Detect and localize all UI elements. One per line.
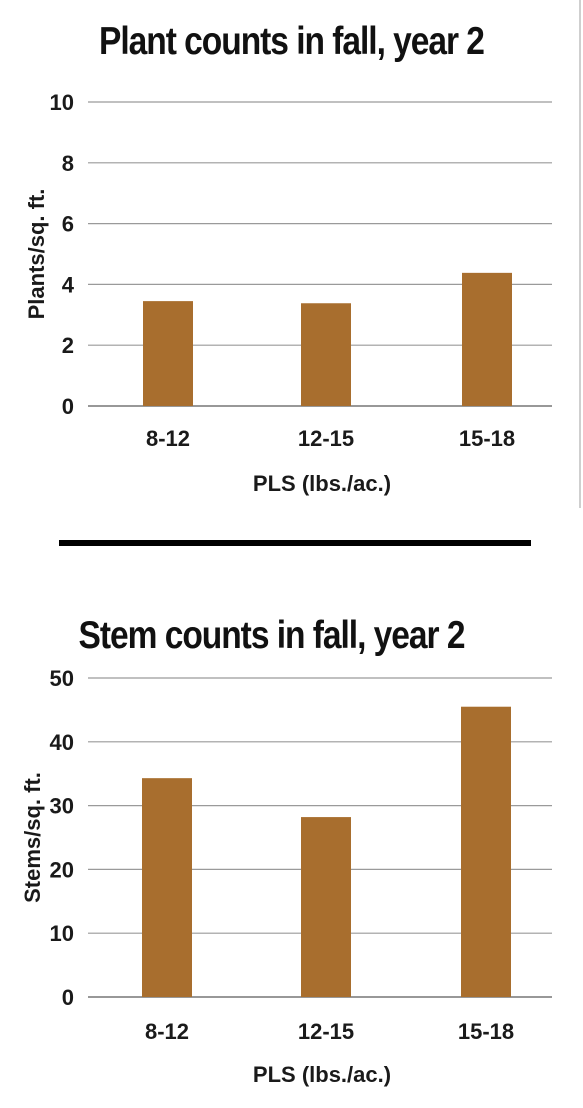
bar-8-12 — [143, 301, 193, 406]
x-tick-label: 15-18 — [458, 1019, 514, 1044]
y-tick-label: 0 — [62, 985, 74, 1010]
plant-counts-chart: Plant counts in fall, year 2 0 2 4 6 8 10 8-12… — [0, 0, 583, 520]
y-axis-label: Stems/sq. ft. — [20, 772, 45, 903]
y-tick-label: 20 — [50, 857, 74, 882]
y-tick-label: 2 — [62, 333, 74, 358]
x-axis-label: PLS (lbs./ac.) — [253, 1062, 391, 1087]
bar-15-18 — [462, 272, 512, 406]
stem-counts-chart: Stem counts in fall, year 2 0 10 20 30 40 50 8… — [0, 600, 583, 1108]
y-tick-label: 4 — [62, 272, 75, 297]
bar-12-15 — [301, 303, 351, 406]
y-axis-label: Plants/sq. ft. — [24, 189, 49, 320]
chart-title: Plant counts in fall, year 2 — [99, 20, 485, 63]
bar-12-15 — [301, 817, 351, 997]
stem-counts-plot: 0 10 20 30 40 50 8-12 12-15 15-18 PLS (lbs./ac.) S… — [20, 666, 552, 1087]
y-tick-label: 30 — [50, 794, 74, 819]
y-tick-label: 10 — [50, 921, 74, 946]
x-tick-label: 12-15 — [298, 426, 354, 451]
x-axis-label: PLS (lbs./ac.) — [253, 471, 391, 496]
x-tick-label: 15-18 — [459, 426, 515, 451]
chart-divider — [59, 540, 531, 546]
y-tick-label: 6 — [62, 212, 74, 237]
x-tick-label: 12-15 — [298, 1019, 354, 1044]
bar-8-12 — [142, 778, 192, 997]
plant-counts-plot: 0 2 4 6 8 10 8-12 12-15 15-18 PLS (lbs./ac.) Plant… — [24, 90, 552, 496]
y-tick-label: 40 — [50, 730, 74, 755]
y-tick-label: 50 — [50, 666, 74, 691]
y-tick-label: 0 — [62, 394, 74, 419]
bar-15-18 — [461, 706, 511, 997]
y-tick-label: 10 — [50, 90, 74, 115]
right-edge-rule — [579, 0, 581, 508]
chart-title: Stem counts in fall, year 2 — [78, 614, 466, 657]
y-tick-label: 8 — [62, 151, 74, 176]
x-tick-label: 8-12 — [146, 426, 190, 451]
x-tick-label: 8-12 — [145, 1019, 189, 1044]
